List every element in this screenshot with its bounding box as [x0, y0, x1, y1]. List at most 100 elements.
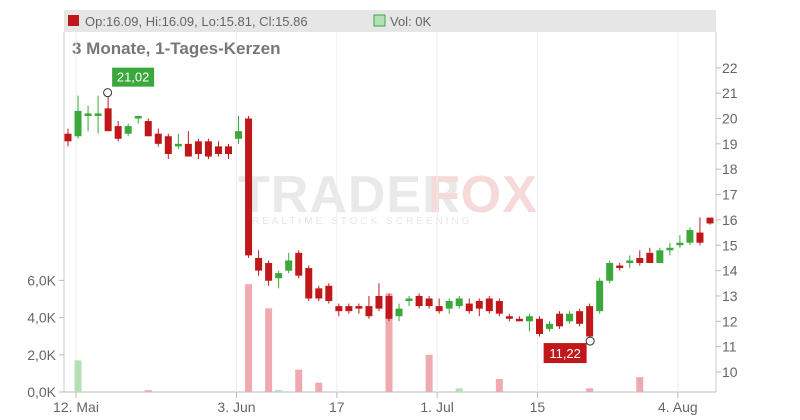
candle-body [265, 262, 273, 281]
candle-body [546, 323, 553, 329]
volume-bar [586, 388, 594, 392]
svg-text:REALTIME STOCK SCREENING: REALTIME STOCK SCREENING [252, 216, 473, 227]
candle-body [405, 298, 413, 302]
candle-body [104, 108, 112, 132]
candle-body [515, 318, 523, 322]
volume-bar [275, 390, 283, 392]
candle-body [194, 141, 202, 154]
candle-body [495, 301, 503, 314]
price-tick-label: 12 [722, 313, 738, 329]
x-tick-label: 4. Aug [658, 399, 698, 415]
candle-body [445, 301, 453, 309]
candle-body [345, 306, 353, 312]
volume-tick-label: 0,0K [27, 384, 56, 400]
candle-body [525, 316, 533, 322]
candle-body [425, 298, 433, 307]
svg-text:TRADER: TRADER [238, 166, 461, 224]
price-tick-label: 22 [722, 60, 738, 76]
candle-body [576, 311, 584, 324]
candle-body [566, 313, 574, 322]
candle-body [505, 316, 513, 319]
volume-bar [245, 284, 253, 392]
candle-body [305, 268, 313, 299]
axes: 22 21 20 19 18 17 16 15 14 13 12 11 10 6,0K 4,0K 2,0K 0,… [27, 60, 738, 415]
candle-body [596, 280, 604, 312]
price-tick-label: 21 [722, 85, 738, 101]
high-label-box [112, 67, 155, 87]
volume-bar [265, 308, 273, 392]
svg-text:FOX: FOX [428, 166, 538, 224]
candle-body [335, 306, 343, 312]
price-tick-label: 19 [722, 136, 738, 152]
candle-body [676, 242, 684, 246]
volume-tick-label: 4,0K [27, 310, 56, 326]
candle-body [395, 308, 403, 317]
volume-bar [315, 382, 323, 392]
price-tick-label: 14 [722, 263, 738, 279]
candle-body [64, 133, 72, 142]
candle-body [626, 260, 634, 263]
x-tick-label: 3. Jun [217, 399, 255, 415]
legend-bar [64, 10, 716, 32]
candle-body [435, 306, 443, 312]
volume-bar [495, 378, 503, 392]
candle-body [325, 285, 333, 302]
candle-body [285, 260, 293, 271]
candle-body [686, 230, 694, 243]
price-tick-label: 17 [722, 187, 738, 203]
candle-body [535, 318, 543, 334]
candle-body [134, 115, 142, 119]
candle-body [174, 143, 182, 147]
x-tick-label: 17 [329, 399, 345, 415]
candle-body [315, 288, 323, 299]
candle-body [556, 313, 564, 327]
high-label: 21,02 [117, 70, 150, 85]
candle-body [646, 252, 654, 263]
volume-bar [385, 293, 393, 392]
candle-body [235, 131, 243, 139]
candle-body [666, 247, 674, 251]
x-tick-label: 15 [530, 399, 546, 415]
candle-body [295, 252, 303, 276]
candle-body [184, 143, 192, 157]
candle-body [94, 113, 102, 116]
candle-body [144, 121, 152, 137]
legend-vol-text: Vol: 0K [390, 14, 432, 29]
volume-bar [295, 369, 303, 392]
volume-bar [425, 354, 433, 392]
candle-body [255, 257, 263, 271]
price-tick-label: 11 [722, 339, 737, 355]
candle-body [164, 136, 172, 154]
traderfox-watermark: TRADER FOX REALTIME STOCK SCREENING [238, 166, 538, 227]
low-label-box [543, 343, 587, 364]
candle-body [586, 306, 594, 337]
price-tick-label: 13 [722, 288, 738, 304]
volume-tick-label: 6,0K [27, 272, 56, 288]
price-tick-label: 10 [722, 364, 738, 380]
candle-body [154, 133, 162, 144]
x-tick-label: 1. Jul [420, 399, 453, 415]
candle-body [74, 110, 82, 137]
low-marker [585, 336, 595, 346]
volume-bars [74, 284, 644, 392]
price-tick-label: 20 [722, 111, 738, 127]
price-tick-label: 18 [722, 161, 738, 177]
x-tick-label: 12. Mai [53, 399, 99, 415]
candle-body [385, 295, 393, 319]
candle-body [225, 146, 232, 154]
volume-bar [455, 388, 463, 392]
candle-body [355, 306, 363, 309]
low-label: 11,22 [549, 346, 581, 361]
candle-body [124, 126, 132, 134]
candle-body [204, 141, 212, 157]
candle-body [365, 306, 373, 317]
candle-body [214, 146, 222, 154]
candle-body [245, 118, 253, 256]
candle-body [275, 273, 283, 279]
candle-body [696, 232, 704, 243]
candle-body [475, 301, 483, 309]
candle-body [485, 298, 493, 312]
price-tick-label: 16 [722, 212, 738, 228]
volume-bar [144, 390, 152, 392]
